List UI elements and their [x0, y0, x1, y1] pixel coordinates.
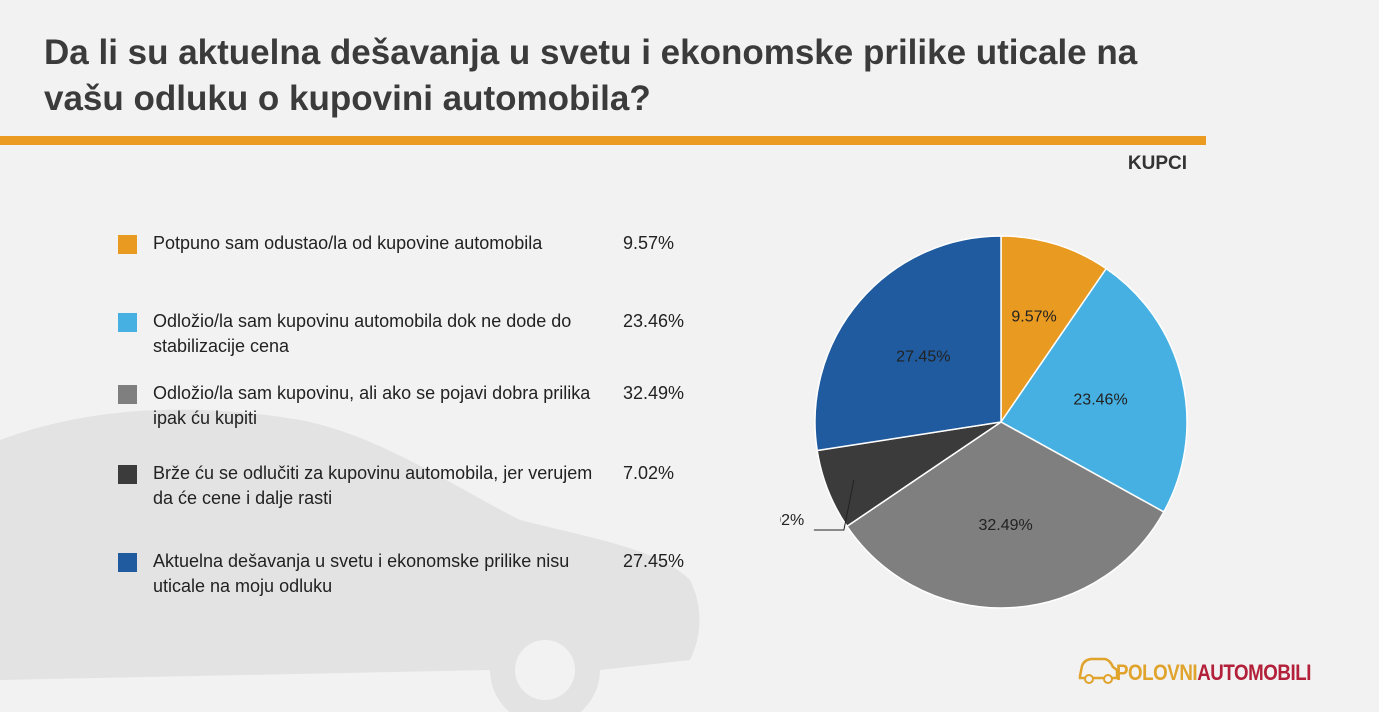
pie-slice: [814, 235, 1002, 452]
pie-slice: [999, 267, 1188, 513]
legend-value: 27.45%: [623, 551, 685, 571]
legend-value: 9.57%: [623, 233, 675, 253]
leader-line: [813, 479, 855, 531]
legend-label: Potpuno sam odustao/la od kupovine autom…: [153, 233, 543, 253]
pie-slice: [845, 421, 1165, 609]
data-label: 9.57%: [1011, 308, 1056, 325]
legend-value: 32.49%: [623, 383, 685, 403]
legend-value: 23.46%: [623, 311, 685, 331]
pie-chart: 9.57% 23.46% 32.49% 7.02% 27.45%: [780, 235, 1188, 609]
legend-label: Aktuelna dešavanja u svetu i ekonomske p…: [153, 551, 570, 596]
car-silhouette-background: [0, 409, 700, 712]
legend-label: Brže ću se odlučiti za kupovinu automobi…: [153, 463, 593, 508]
legend-swatch: [118, 385, 137, 404]
data-label: 32.49%: [978, 517, 1032, 534]
title-divider: [0, 136, 1206, 145]
legend-swatch: [118, 313, 137, 332]
legend-label: Odložio/la sam kupovinu, ali ako se poja…: [153, 383, 591, 428]
logo-car-icon: [1078, 657, 1119, 684]
data-label: 23.46%: [1073, 391, 1127, 408]
legend-value: 7.02%: [623, 463, 675, 483]
logo: POLOVNIAUTOMOBILI: [1116, 660, 1311, 686]
data-label: 7.02%: [780, 512, 804, 529]
legend-swatch: [118, 235, 137, 254]
logo-part1: POLOVNI: [1116, 660, 1198, 685]
pie-slice: [1000, 235, 1108, 425]
legend-swatch: [118, 553, 137, 572]
logo-part2: AUTOMOBILI: [1197, 660, 1312, 685]
page-title: Da li su aktuelna dešavanja u svetu i ek…: [44, 33, 1138, 118]
legend-label: Odložio/la sam kupovinu automobila dok n…: [153, 311, 572, 356]
data-label: 27.45%: [896, 348, 950, 365]
legend-swatch: [118, 465, 137, 484]
respondent-group-label: KUPCI: [1127, 153, 1187, 174]
